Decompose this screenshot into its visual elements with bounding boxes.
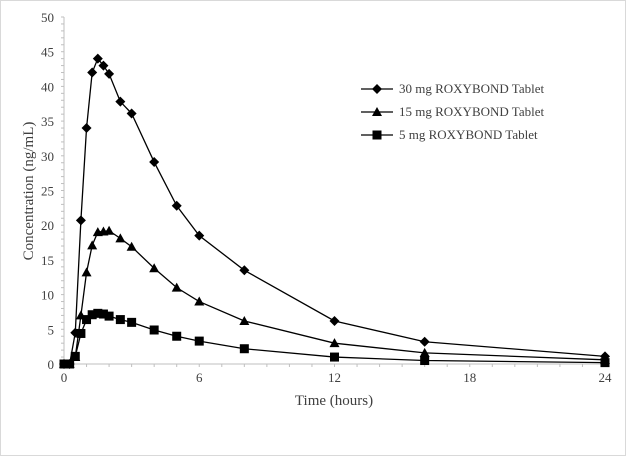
- data-point-series-2: [93, 308, 103, 318]
- data-point-series-2: [76, 328, 86, 338]
- data-point-series-1: [171, 282, 182, 292]
- y-tick-label: 45: [41, 45, 54, 60]
- data-point-series-0: [87, 67, 98, 78]
- data-point-series-2: [82, 315, 92, 325]
- data-point-series-0: [419, 336, 430, 347]
- data-point-series-2: [330, 352, 339, 362]
- data-point-series-2: [127, 317, 137, 327]
- y-tick-label: 30: [41, 149, 54, 164]
- data-point-series-0: [104, 68, 115, 79]
- x-tick-label: 6: [196, 370, 203, 385]
- data-point-series-2: [70, 351, 80, 361]
- data-point-series-1: [126, 241, 137, 251]
- data-point-series-2: [87, 310, 97, 320]
- y-axis-label: Concentration (ng/mL): [21, 122, 37, 261]
- data-point-series-0: [115, 96, 126, 107]
- legend-label-1: 15 mg ROXYBOND Tablet: [399, 104, 544, 119]
- data-point-series-0: [126, 108, 137, 119]
- x-tick-label: 0: [61, 370, 68, 385]
- data-point-series-1: [87, 240, 98, 250]
- data-point-series-0: [329, 315, 340, 326]
- legend-marker-0: [372, 84, 382, 94]
- data-point-series-2: [59, 359, 69, 369]
- data-point-series-0: [75, 215, 86, 226]
- data-point-series-2: [600, 358, 610, 368]
- series-line-1: [64, 230, 606, 365]
- x-tick-label: 24: [599, 370, 613, 385]
- data-point-series-1: [104, 225, 115, 235]
- data-point-series-2: [115, 315, 125, 325]
- y-tick-label: 5: [48, 322, 55, 337]
- data-point-series-0: [239, 265, 250, 276]
- legend-marker-1: [372, 107, 382, 116]
- data-point-series-2: [239, 344, 249, 354]
- y-tick-label: 50: [41, 10, 54, 25]
- data-point-series-1: [419, 347, 430, 357]
- legend-label-0: 30 mg ROXYBOND Tablet: [399, 81, 544, 96]
- data-point-series-0: [149, 157, 160, 168]
- x-axis-label: Time (hours): [295, 393, 373, 409]
- legend-marker-2: [372, 130, 382, 140]
- data-point-series-1: [149, 263, 160, 273]
- y-tick-label: 25: [41, 184, 54, 199]
- x-tick-label: 12: [328, 370, 341, 385]
- y-tick-label: 35: [41, 114, 54, 129]
- data-point-series-0: [98, 60, 109, 71]
- data-point-series-1: [81, 267, 92, 277]
- y-tick-label: 15: [41, 253, 54, 268]
- data-point-series-0: [92, 53, 103, 64]
- data-point-series-2: [420, 356, 430, 366]
- y-tick-label: 40: [41, 79, 54, 94]
- data-point-series-2: [98, 309, 108, 319]
- data-point-series-2: [194, 336, 204, 346]
- data-point-series-2: [65, 359, 75, 369]
- data-point-series-0: [171, 200, 182, 211]
- y-tick-label: 0: [48, 357, 55, 372]
- data-point-series-1: [194, 296, 205, 306]
- data-point-series-0: [81, 123, 92, 134]
- data-point-series-0: [194, 230, 205, 241]
- data-point-series-1: [329, 338, 340, 348]
- y-tick-label: 10: [41, 288, 54, 303]
- data-point-series-2: [104, 311, 114, 321]
- y-tick-label: 20: [41, 218, 54, 233]
- legend-label-2: 5 mg ROXYBOND Tablet: [399, 127, 538, 142]
- data-point-series-2: [149, 325, 159, 335]
- x-tick-label: 18: [463, 370, 476, 385]
- data-point-series-1: [239, 315, 250, 325]
- data-point-series-2: [172, 331, 182, 341]
- series-line-0: [64, 57, 606, 365]
- data-point-series-1: [115, 233, 126, 243]
